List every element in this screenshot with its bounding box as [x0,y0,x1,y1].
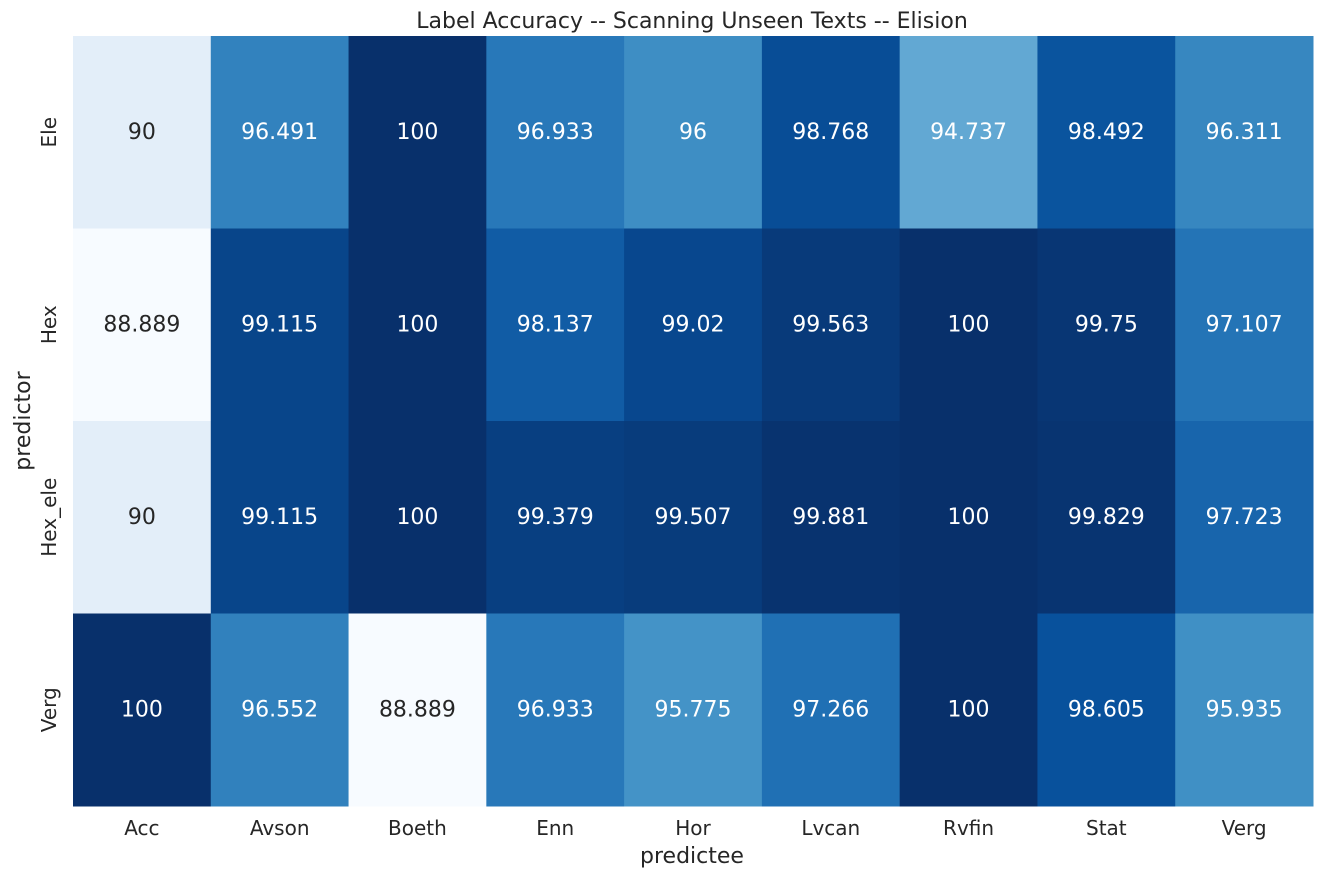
cell-value-label: 99.115 [241,312,318,337]
x-tick-label: Acc [124,816,159,840]
heatmap-cell [210,421,350,614]
cell-value-label: 97.107 [1206,312,1283,337]
heatmap-cell [73,228,212,422]
heatmap-cell [348,613,487,807]
heatmap-cell [210,228,350,422]
x-tick-label: Rvfin [943,816,994,840]
heatmap-cell [624,228,763,422]
heatmap-cell [1037,228,1176,422]
cell-value-label: 99.75 [1075,312,1138,337]
y-tick-label: Hex [37,305,61,344]
heatmap-cell [761,36,901,229]
x-tick-labels: Acc Avson Boeth Enn Hor Lvcan Rvfin Stat Verg [124,816,1266,840]
cell-value-label: 98.605 [1068,697,1145,722]
cell-value-label: 97.723 [1206,505,1283,530]
y-axis-label: predictor [11,370,36,470]
heatmap-cell [624,36,763,229]
x-tick-label: Avson [250,816,310,840]
cell-value-label: 100 [948,697,990,722]
cell-value-label: 98.137 [517,312,594,337]
heatmap-cell [73,36,212,229]
x-tick-label: Hor [675,816,711,840]
cell-value-label: 96 [679,120,707,145]
heatmap-cell [899,421,1038,614]
heatmap-cell [1175,613,1314,807]
y-tick-labels: Ele Hex Hex_ele Verg [37,117,61,732]
cell-value-label: 88.889 [379,697,456,722]
cell-value-label: 96.933 [517,697,594,722]
y-tick-label: Ele [37,117,61,148]
cell-value-label: 98.492 [1068,120,1145,145]
cell-value-label: 99.881 [792,505,869,530]
cell-value-label: 97.266 [792,697,869,722]
heatmap-cell [1175,36,1314,229]
y-tick-label: Verg [37,687,61,732]
heatmap-cell [624,421,763,614]
cell-value-label: 100 [396,505,438,530]
cell-value-label: 98.768 [792,120,869,145]
heatmap-cell [486,228,625,422]
cell-value-label: 90 [128,505,156,530]
chart-title: Label Accuracy -- Scanning Unseen Texts … [416,9,968,34]
heatmap-cell [624,613,763,807]
heatmap-cell [1037,36,1176,229]
heatmap-cell [348,228,487,422]
heatmap-cell [210,36,350,229]
cell-value-label: 90 [128,120,156,145]
cell-value-label: 96.491 [241,120,318,145]
cell-value-label: 100 [396,312,438,337]
cell-value-label: 88.889 [103,312,180,337]
heatmap-cell [73,421,212,614]
x-tick-label: Boeth [388,816,447,840]
x-tick-label: Lvcan [801,816,860,840]
heatmap-cell [1175,228,1314,422]
heatmap-cells: 90 96.491 100 96.933 96 98.768 94.737 98.492 96.… [73,36,1314,807]
cell-value-label: 100 [121,697,163,722]
heatmap-cell [1037,613,1176,807]
heatmap-cell [486,421,625,614]
heatmap-cell [761,613,901,807]
heatmap-cell [486,36,625,229]
heatmap-cell [899,613,1038,807]
x-tick-label: Enn [536,816,574,840]
cell-value-label: 100 [396,120,438,145]
heatmap-cell [899,36,1038,229]
heatmap-cell [1037,421,1176,614]
x-tick-label: Verg [1222,816,1267,840]
heatmap-cell [761,421,901,614]
heatmap-cell [210,613,350,807]
heatmap-cell [486,613,625,807]
cell-value-label: 99.507 [655,505,732,530]
heatmap-cell [761,228,901,422]
cell-value-label: 99.563 [792,312,869,337]
cell-value-label: 99.02 [662,312,725,337]
heatmap-cell [1175,421,1314,614]
x-tick-label: Stat [1086,816,1127,840]
heatmap-cell [899,228,1038,422]
y-tick-label: Hex_ele [37,478,61,557]
cell-value-label: 99.829 [1068,505,1145,530]
heatmap-cell [73,613,212,807]
cell-value-label: 100 [948,505,990,530]
cell-value-label: 100 [948,312,990,337]
cell-value-label: 99.379 [517,505,594,530]
cell-value-label: 94.737 [930,120,1007,145]
cell-value-label: 96.311 [1206,120,1283,145]
heatmap-cell [348,36,487,229]
heatmap-cell [348,421,487,614]
cell-value-label: 95.775 [655,697,732,722]
cell-value-label: 99.115 [241,505,318,530]
cell-value-label: 96.933 [517,120,594,145]
cell-value-label: 95.935 [1206,697,1283,722]
x-axis-label: predictee [640,844,744,869]
cell-value-label: 96.552 [241,697,318,722]
